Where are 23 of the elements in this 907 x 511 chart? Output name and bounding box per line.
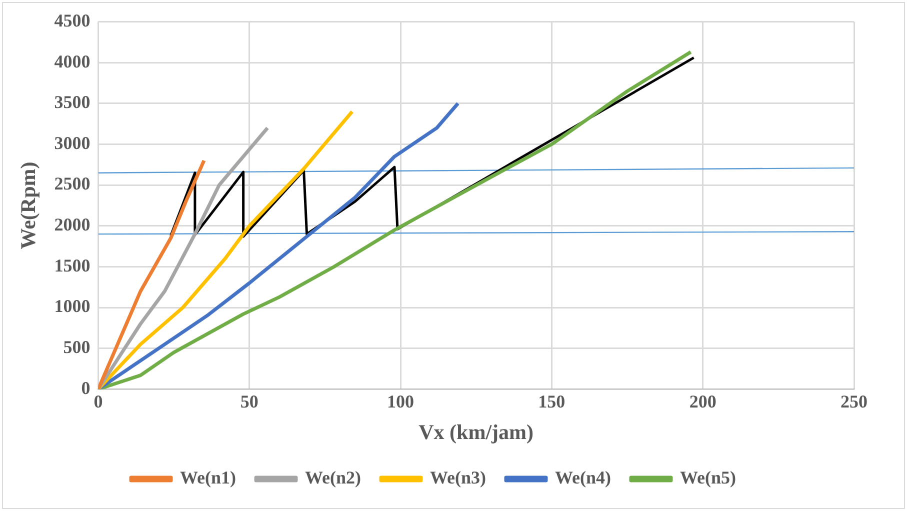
y-tick-label: 3500 <box>54 92 90 112</box>
legend-label: We(n1) <box>180 468 236 488</box>
y-tick-label: 3000 <box>54 132 90 153</box>
x-tick-label: 50 <box>240 392 258 412</box>
y-tick-label: 2500 <box>54 174 90 194</box>
legend-label: We(n4) <box>555 468 611 488</box>
x-tick-label: 150 <box>538 392 566 412</box>
y-tick-label: 4500 <box>54 10 90 30</box>
y-tick-label: 500 <box>63 337 90 358</box>
y-tick-label: 2000 <box>54 214 90 235</box>
y-tick-label: 0 <box>81 378 90 398</box>
y-tick-label: 1000 <box>54 296 90 316</box>
y-tick-label: 1500 <box>54 255 90 276</box>
y-tick-label: 4000 <box>54 51 90 72</box>
x-axis-title: Vx (km/jam) <box>418 420 534 444</box>
legend-label: We(n2) <box>305 468 362 488</box>
x-tick-label: 0 <box>94 392 103 412</box>
x-tick-label: 250 <box>840 392 868 412</box>
x-tick-label: 200 <box>689 392 716 412</box>
x-tick-label: 100 <box>387 392 414 412</box>
y-axis-title: We(Rpm) <box>16 162 40 250</box>
legend-label: We(n3) <box>430 468 486 488</box>
legend-label: We(n5) <box>680 468 736 488</box>
